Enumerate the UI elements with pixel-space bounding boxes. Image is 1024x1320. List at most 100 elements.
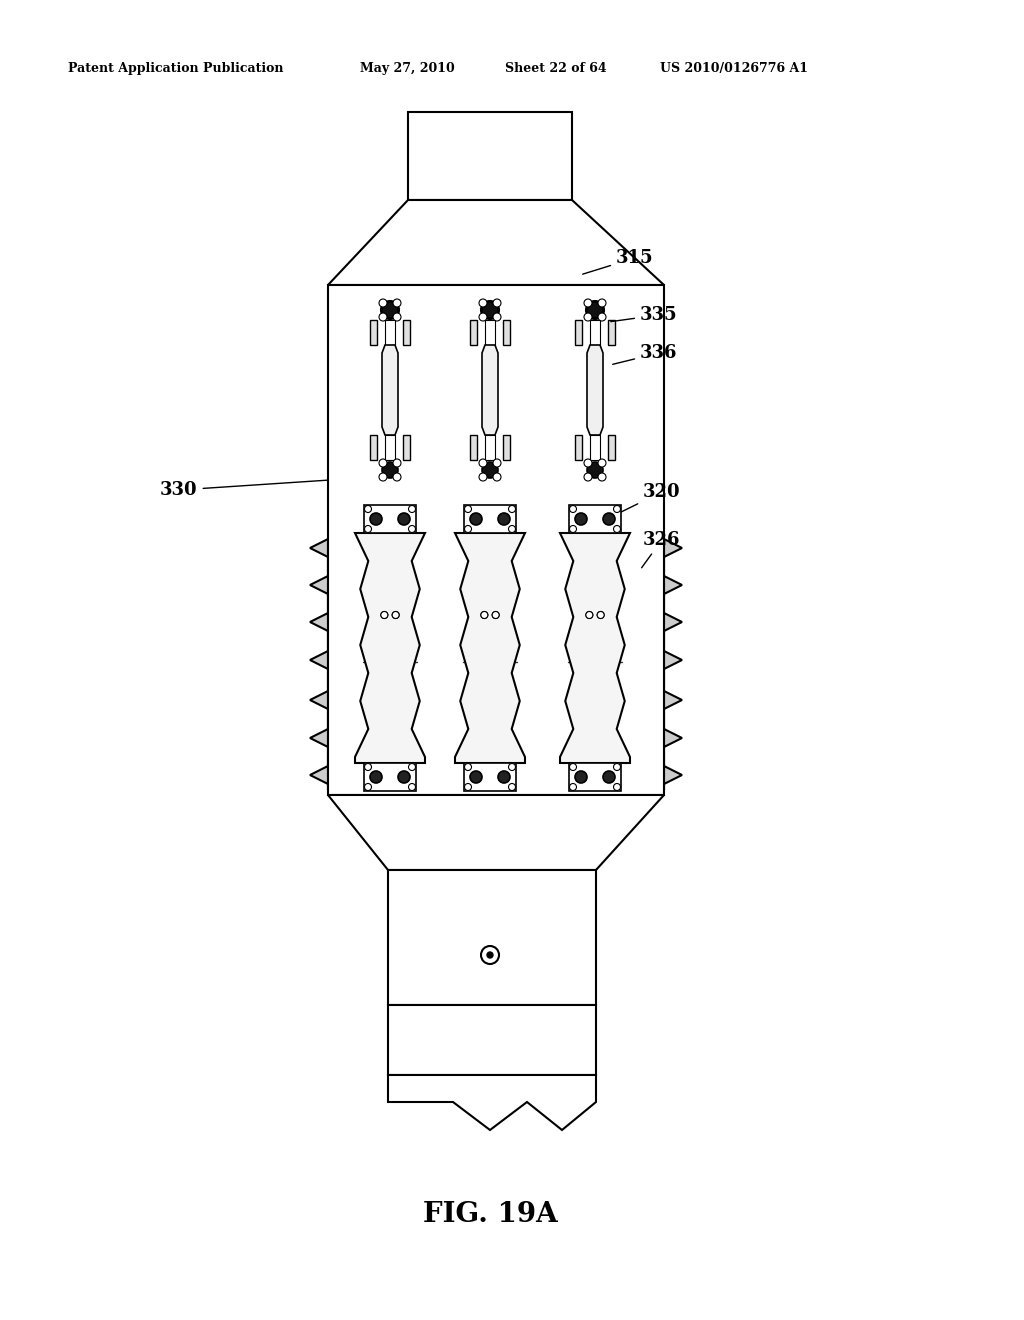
- Bar: [364, 763, 416, 791]
- Circle shape: [470, 771, 482, 783]
- Circle shape: [370, 513, 382, 525]
- Circle shape: [365, 763, 372, 771]
- Circle shape: [586, 611, 593, 619]
- Circle shape: [382, 302, 398, 318]
- Bar: [575, 436, 582, 459]
- Bar: [569, 763, 621, 791]
- Circle shape: [465, 784, 471, 791]
- Bar: [370, 436, 377, 459]
- Circle shape: [479, 300, 487, 308]
- Circle shape: [493, 473, 501, 480]
- Polygon shape: [587, 345, 603, 436]
- Bar: [364, 506, 416, 533]
- Bar: [470, 319, 477, 345]
- Circle shape: [598, 300, 606, 308]
- Circle shape: [509, 506, 515, 512]
- Polygon shape: [455, 533, 525, 763]
- Circle shape: [481, 301, 499, 319]
- Circle shape: [379, 459, 387, 467]
- Circle shape: [569, 525, 577, 532]
- Text: 330: 330: [160, 480, 328, 499]
- Circle shape: [575, 513, 587, 525]
- Text: FIG. 19A: FIG. 19A: [423, 1201, 557, 1229]
- Circle shape: [498, 771, 510, 783]
- Polygon shape: [388, 1074, 596, 1130]
- Circle shape: [575, 771, 587, 783]
- Circle shape: [479, 313, 487, 321]
- Circle shape: [603, 771, 615, 783]
- Circle shape: [613, 763, 621, 771]
- Circle shape: [398, 771, 410, 783]
- Circle shape: [470, 513, 482, 525]
- Text: 335: 335: [610, 306, 678, 323]
- Text: 315: 315: [583, 249, 653, 275]
- Text: US 2010/0126776 A1: US 2010/0126776 A1: [660, 62, 808, 75]
- Circle shape: [598, 459, 606, 467]
- Bar: [464, 506, 516, 533]
- Bar: [503, 319, 510, 345]
- Bar: [388, 1005, 596, 1074]
- Circle shape: [409, 784, 416, 791]
- Circle shape: [613, 525, 621, 532]
- Circle shape: [365, 525, 372, 532]
- Bar: [385, 436, 395, 459]
- Circle shape: [598, 313, 606, 321]
- Circle shape: [365, 784, 372, 791]
- Bar: [470, 436, 477, 459]
- Bar: [403, 436, 410, 459]
- Bar: [388, 870, 596, 1005]
- Circle shape: [392, 611, 399, 619]
- Circle shape: [409, 763, 416, 771]
- Bar: [485, 436, 495, 459]
- Text: Sheet 22 of 64: Sheet 22 of 64: [505, 62, 606, 75]
- Bar: [569, 506, 621, 533]
- Circle shape: [584, 313, 592, 321]
- Circle shape: [379, 300, 387, 308]
- Bar: [464, 763, 516, 791]
- Circle shape: [392, 611, 399, 619]
- Polygon shape: [355, 533, 425, 763]
- Circle shape: [381, 301, 399, 319]
- Bar: [485, 319, 495, 345]
- Circle shape: [393, 300, 401, 308]
- Polygon shape: [310, 539, 328, 789]
- Circle shape: [603, 513, 615, 525]
- Circle shape: [493, 611, 499, 619]
- Circle shape: [379, 473, 387, 480]
- Circle shape: [409, 506, 416, 512]
- Circle shape: [393, 473, 401, 480]
- Circle shape: [393, 313, 401, 321]
- Text: 320: 320: [617, 483, 681, 513]
- Circle shape: [487, 952, 493, 958]
- Circle shape: [586, 301, 604, 319]
- Circle shape: [465, 506, 471, 512]
- Circle shape: [584, 459, 592, 467]
- Circle shape: [379, 313, 387, 321]
- Circle shape: [613, 784, 621, 791]
- Circle shape: [498, 513, 510, 525]
- Circle shape: [381, 611, 388, 619]
- Circle shape: [493, 313, 501, 321]
- Circle shape: [409, 525, 416, 532]
- Circle shape: [493, 300, 501, 308]
- Bar: [608, 319, 615, 345]
- Circle shape: [587, 302, 603, 318]
- Polygon shape: [382, 345, 398, 436]
- Text: May 27, 2010: May 27, 2010: [360, 62, 455, 75]
- Circle shape: [597, 611, 604, 619]
- Circle shape: [493, 611, 499, 619]
- Circle shape: [465, 763, 471, 771]
- Polygon shape: [560, 533, 630, 763]
- Polygon shape: [328, 201, 664, 285]
- Circle shape: [509, 784, 515, 791]
- Bar: [385, 319, 395, 345]
- Circle shape: [465, 525, 471, 532]
- Circle shape: [509, 763, 515, 771]
- Circle shape: [479, 459, 487, 467]
- Bar: [590, 436, 600, 459]
- Circle shape: [613, 506, 621, 512]
- Bar: [408, 112, 572, 201]
- Circle shape: [584, 473, 592, 480]
- Bar: [370, 319, 377, 345]
- Polygon shape: [328, 795, 664, 870]
